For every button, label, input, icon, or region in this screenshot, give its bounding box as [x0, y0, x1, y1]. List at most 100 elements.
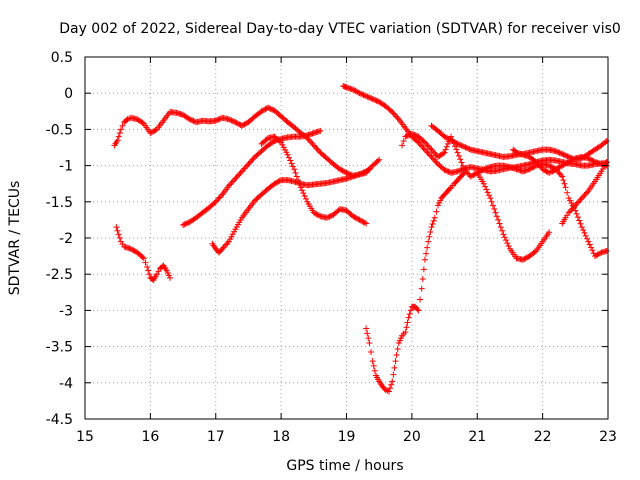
y-tick-label: -2: [59, 231, 73, 247]
data-point: [300, 190, 307, 197]
data-point: [365, 335, 372, 342]
data-point: [147, 130, 154, 137]
data-point: [571, 156, 578, 163]
data-point: [370, 362, 377, 369]
data-point: [591, 253, 598, 260]
data-point: [288, 160, 295, 167]
data-point: [461, 143, 468, 150]
data-point: [572, 202, 579, 209]
data-point: [114, 137, 121, 144]
data-point: [414, 138, 421, 145]
data-point: [228, 117, 235, 124]
data-point: [234, 120, 241, 127]
data-point: [574, 214, 581, 221]
data-point: [476, 168, 483, 175]
data-point: [113, 224, 120, 231]
data-point: [229, 178, 236, 185]
data-point: [393, 113, 400, 120]
data-point: [374, 98, 381, 105]
data-point: [151, 127, 158, 134]
data-point: [552, 166, 559, 173]
data-point: [441, 133, 448, 140]
data-point: [313, 211, 320, 218]
data-point: [453, 146, 460, 153]
data-point: [539, 166, 546, 173]
data-point: [274, 179, 281, 186]
data-point: [493, 213, 500, 220]
data-point: [359, 218, 366, 225]
chart-title: Day 002 of 2022, Sidereal Day-to-day VTE…: [59, 21, 621, 37]
data-point: [350, 86, 357, 93]
data-point: [505, 242, 512, 249]
data-point: [594, 251, 601, 258]
data-point: [565, 209, 572, 216]
data-point: [234, 172, 241, 179]
data-point: [484, 189, 491, 196]
data-point: [211, 199, 218, 206]
series-arc-3: [180, 127, 324, 228]
data-point: [287, 157, 294, 164]
data-point: [302, 195, 309, 202]
data-point: [597, 250, 604, 257]
data-point: [495, 216, 502, 223]
data-point: [471, 171, 478, 178]
data-point: [411, 131, 418, 138]
data-point: [489, 202, 496, 209]
data-point: [289, 163, 296, 170]
data-point: [588, 244, 595, 251]
data-point: [580, 227, 587, 234]
data-point: [499, 227, 506, 234]
data-point: [462, 144, 469, 151]
data-point: [352, 214, 359, 221]
data-point: [573, 200, 580, 207]
data-point: [266, 105, 273, 112]
data-point: [312, 210, 319, 217]
data-point: [352, 88, 359, 95]
data-point: [267, 105, 274, 112]
data-point: [425, 143, 432, 150]
data-point: [416, 140, 423, 147]
data-point: [410, 131, 417, 138]
data-point: [529, 164, 536, 171]
data-point: [537, 163, 544, 170]
data-point: [139, 119, 146, 126]
data-point: [228, 179, 235, 186]
data-point: [292, 169, 299, 176]
data-point: [452, 143, 459, 150]
data-point: [582, 232, 589, 239]
data-point: [589, 247, 596, 254]
data-point: [455, 141, 462, 148]
data-point: [580, 193, 587, 200]
data-point: [577, 196, 584, 203]
data-point: [469, 172, 476, 179]
data-point: [364, 93, 371, 100]
x-tick-label: 20: [403, 429, 421, 445]
data-point: [454, 149, 461, 156]
data-point: [312, 143, 319, 150]
data-point: [459, 143, 466, 150]
data-point: [578, 224, 585, 231]
data-point: [353, 215, 360, 222]
data-point: [414, 306, 421, 313]
data-point: [185, 219, 192, 226]
data-point: [284, 151, 291, 158]
data-point: [561, 161, 568, 168]
data-point: [357, 170, 364, 177]
data-point: [224, 240, 231, 247]
data-point: [130, 247, 137, 254]
data-point: [293, 173, 300, 180]
data-point: [431, 214, 438, 221]
data-point: [390, 371, 397, 378]
data-point: [402, 133, 409, 140]
y-tick-label: -4: [59, 376, 73, 392]
data-point: [428, 224, 435, 231]
data-point: [465, 145, 472, 152]
data-point: [259, 107, 266, 114]
data-point: [365, 94, 372, 101]
data-point: [487, 195, 494, 202]
data-point: [323, 214, 330, 221]
data-point: [355, 216, 362, 223]
data-point: [242, 164, 249, 171]
data-point: [314, 146, 321, 153]
data-point: [190, 118, 197, 125]
